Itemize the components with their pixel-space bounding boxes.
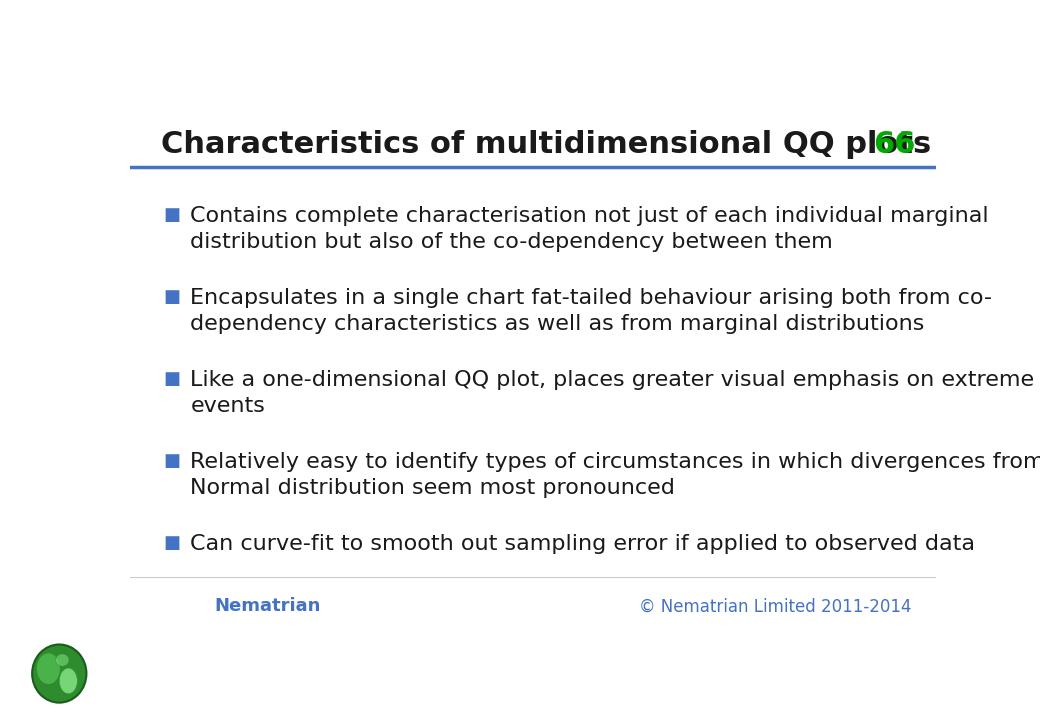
Text: Nematrian: Nematrian	[214, 598, 321, 616]
Text: 66: 66	[874, 130, 916, 159]
Text: Relatively easy to identify types of circumstances in which divergences from
Nor: Relatively easy to identify types of cir…	[190, 451, 1040, 498]
Text: Contains complete characterisation not just of each individual marginal
distribu: Contains complete characterisation not j…	[190, 206, 989, 252]
Text: Characteristics of multidimensional QQ plots: Characteristics of multidimensional QQ p…	[160, 130, 931, 159]
Text: Like a one-dimensional QQ plot, places greater visual emphasis on extreme
events: Like a one-dimensional QQ plot, places g…	[190, 369, 1035, 416]
Text: ■: ■	[164, 369, 181, 387]
Text: ■: ■	[164, 534, 181, 552]
Ellipse shape	[59, 668, 77, 694]
Ellipse shape	[36, 653, 60, 685]
Text: ■: ■	[164, 288, 181, 306]
Text: ■: ■	[164, 451, 181, 469]
Text: © Nematrian Limited 2011-2014: © Nematrian Limited 2011-2014	[640, 598, 912, 616]
Text: ■: ■	[164, 206, 181, 224]
Text: Can curve-fit to smooth out sampling error if applied to observed data: Can curve-fit to smooth out sampling err…	[190, 534, 976, 554]
Ellipse shape	[32, 644, 86, 703]
Ellipse shape	[56, 654, 69, 666]
Text: Encapsulates in a single chart fat-tailed behaviour arising both from co-
depend: Encapsulates in a single chart fat-taile…	[190, 288, 992, 334]
